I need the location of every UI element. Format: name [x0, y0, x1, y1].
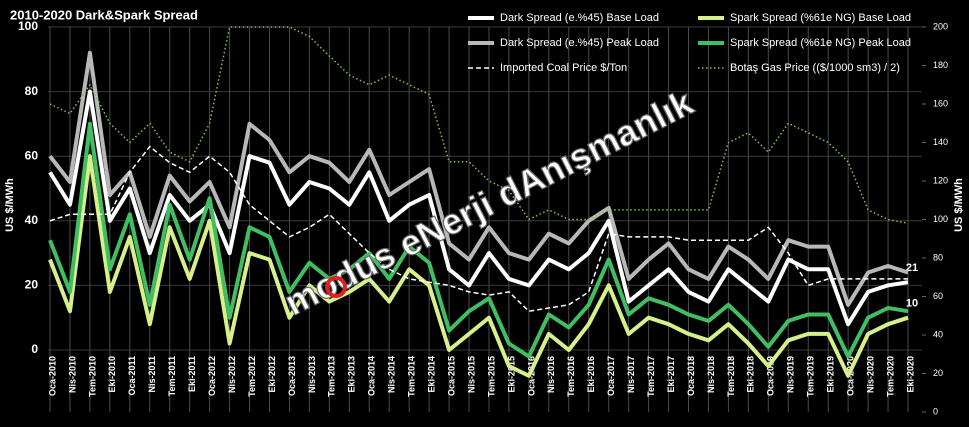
x-tick-label: Nis-2019 — [786, 356, 796, 393]
y-tick-label: 20 — [25, 278, 39, 292]
x-tick-label: Oca-2019 — [766, 356, 776, 396]
y2-tick-label: 140 — [933, 137, 948, 147]
data-label: 10 — [906, 298, 918, 310]
x-tick-label: Oca-2010 — [47, 356, 57, 396]
y-tick-label: 60 — [25, 148, 39, 162]
legend: Dark Spread (e.%45) Base Load Dark Spread… — [468, 12, 911, 74]
y2-tick-label: 20 — [933, 368, 943, 378]
x-tick-label: Tem-2017 — [646, 356, 656, 397]
series-line — [49, 26, 909, 225]
x-tick-label: Nis-2015 — [466, 356, 476, 393]
chart-title: 2010-2020 Dark&Spark Spread — [10, 7, 198, 22]
x-tick-label: Eki-2019 — [826, 356, 836, 393]
x-tick-label: Oca-2014 — [367, 356, 377, 396]
x-tick-label: Tem-2010 — [87, 356, 97, 397]
plot-area: 21 10 — [48, 26, 918, 378]
x-tick-label: Nis-2011 — [147, 356, 157, 393]
y2-tick-label: 0 — [933, 406, 938, 416]
y2-tick-label: 100 — [933, 214, 948, 224]
x-tick-label: Oca-2015 — [446, 356, 456, 396]
x-tick-label: Tem-2012 — [247, 356, 257, 397]
x-tick-label: Oca-2020 — [846, 356, 856, 396]
y-tick-label: 100 — [18, 19, 38, 33]
grid: 0 20 40 60 80 100 0 20 40 60 80 100 120 140 160 180 200 O… — [18, 19, 948, 416]
x-tick-label: Eki-2013 — [347, 356, 357, 393]
y2-tick-label: 180 — [933, 60, 948, 70]
x-tick-label: Nis-2020 — [865, 356, 875, 393]
legend-label: Dark Spread (e.%45) Base Load — [500, 12, 659, 24]
x-tick-label: Tem-2018 — [726, 356, 736, 397]
x-tick-label: Nis-2018 — [706, 356, 716, 393]
x-tick-label: Eki-2018 — [746, 356, 756, 393]
x-tick-label: Tem-2020 — [885, 356, 895, 397]
x-tick-label: Nis-2013 — [307, 356, 317, 393]
x-tick-label: Oca-2017 — [606, 356, 616, 396]
y-tick-label: 0 — [31, 342, 38, 356]
y-tick-label: 80 — [25, 84, 39, 98]
x-tick-label: Oca-2018 — [686, 356, 696, 396]
series-line — [48, 154, 909, 378]
x-tick-label: Eki-2015 — [506, 356, 516, 393]
data-label: 21 — [906, 262, 918, 274]
x-tick-label: Eki-2011 — [187, 356, 197, 392]
x-tick-label: Oca-2016 — [526, 356, 536, 396]
y2-tick-label: 40 — [933, 329, 943, 339]
x-tick-label: Eki-2014 — [426, 356, 436, 393]
x-tick-label: Eki-2012 — [267, 356, 277, 393]
y2-tick-label: 160 — [933, 98, 948, 108]
series-line — [48, 121, 909, 359]
legend-label: Botaş Gas Price (($/1000 sm3) / 2) — [730, 62, 900, 74]
x-tick-label: Nis-2017 — [626, 356, 636, 393]
x-tick-label: Tem-2013 — [327, 356, 337, 397]
x-tick-label: Eki-2010 — [107, 356, 117, 393]
x-tick-label: Oca-2013 — [287, 356, 297, 396]
y-tick-label: 40 — [25, 213, 39, 227]
y2-axis-label: US $/MWh — [953, 178, 965, 232]
x-tick-label: Oca-2012 — [207, 356, 217, 396]
series-line — [49, 145, 908, 312]
x-tick-label: Nis-2014 — [387, 356, 397, 393]
y2-tick-label: 80 — [933, 252, 943, 262]
y2-tick-label: 200 — [933, 21, 948, 31]
x-tick-label: Nis-2012 — [227, 356, 237, 393]
x-tick-label: Tem-2011 — [167, 356, 177, 396]
x-tick-label: Tem-2019 — [806, 356, 816, 397]
legend-label: Imported Coal Price $/Ton — [500, 62, 627, 74]
legend-label: Dark Spread (e.%45) Peak Load — [500, 37, 659, 49]
x-tick-label: Eki-2016 — [586, 356, 596, 393]
series-line — [48, 89, 909, 327]
series-line — [48, 50, 909, 307]
x-tick-label: Tem-2015 — [486, 356, 496, 397]
x-tick-label: Eki-2017 — [666, 356, 676, 393]
x-tick-label: Nis-2016 — [546, 356, 556, 393]
x-tick-label: Nis-2010 — [67, 356, 77, 393]
y2-tick-label: 60 — [933, 291, 943, 301]
x-tick-label: Tem-2016 — [566, 356, 576, 397]
y-axis-label: US $/MWh — [4, 178, 16, 232]
watermark-logo — [325, 276, 347, 298]
legend-label: Spark Spread (%61e NG) Peak Load — [730, 37, 911, 49]
x-tick-label: Oca-2011 — [127, 356, 137, 396]
x-tick-label: Tem-2014 — [407, 356, 417, 397]
y2-tick-label: 120 — [933, 175, 948, 185]
legend-label: Spark Spread (%61e NG) Base Load — [730, 12, 911, 24]
x-tick-label: Eki-2020 — [905, 356, 915, 393]
